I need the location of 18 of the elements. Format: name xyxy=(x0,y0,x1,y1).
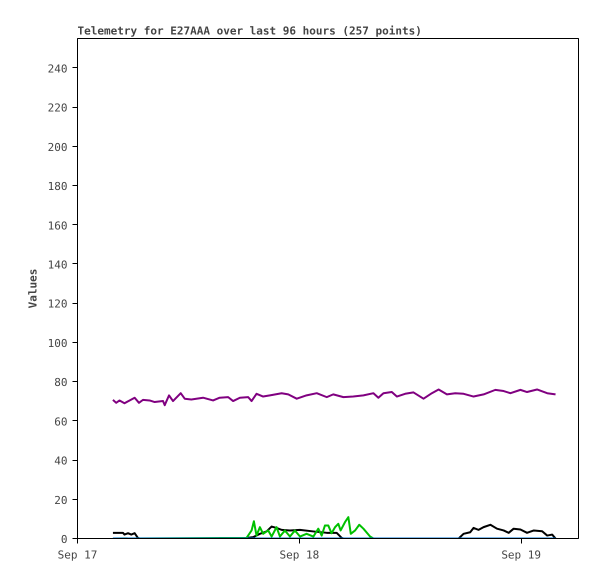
y-tick-label: 240 xyxy=(48,62,68,76)
chart-title: Telemetry for E27AAA over last 96 hours (257 points) xyxy=(78,24,422,38)
y-tick-label: 100 xyxy=(48,336,68,350)
y-tick-label: 60 xyxy=(54,415,68,428)
y-axis-title: Values xyxy=(26,268,40,308)
y-tick-label: 220 xyxy=(48,102,68,115)
y-tick-label: 180 xyxy=(48,180,68,194)
y-tick-label: 140 xyxy=(48,258,68,272)
y-tick-label: 160 xyxy=(48,219,68,232)
x-tick-label: Sep 18 xyxy=(279,548,320,562)
y-tick-label: 40 xyxy=(54,454,68,468)
y-tick-label: 80 xyxy=(54,376,68,390)
x-tick-label: Sep 19 xyxy=(501,548,542,562)
y-tick-label: 0 xyxy=(60,533,68,546)
x-tick-label: Sep 17 xyxy=(58,548,98,562)
y-tick-label: 20 xyxy=(54,494,68,507)
y-tick-label: 200 xyxy=(48,140,68,154)
y-tick-label: 120 xyxy=(48,298,68,311)
